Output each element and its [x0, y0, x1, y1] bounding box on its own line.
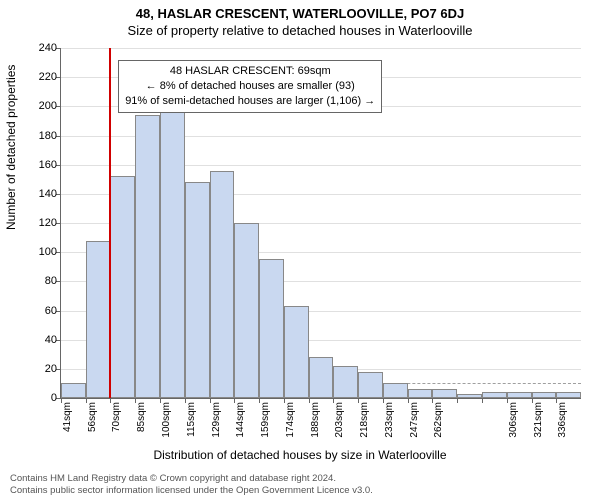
chart-footer: Contains HM Land Registry data © Crown c…: [10, 473, 373, 497]
x-tick-label: 247sqm: [409, 402, 420, 452]
x-tick-label: 203sqm: [334, 402, 345, 452]
x-tick-label: 306sqm: [508, 402, 519, 452]
gridline: [61, 48, 581, 49]
histogram-bar: [110, 176, 135, 398]
y-tick-label: 60: [27, 305, 57, 317]
histogram-bar: [482, 392, 506, 398]
histogram-bar: [507, 392, 532, 398]
histogram-bar: [210, 171, 234, 399]
x-tick-label: 233sqm: [384, 402, 395, 452]
plot-area: 02040608010012014016018020022024041sqm56…: [60, 48, 581, 399]
y-tick-label: 220: [27, 71, 57, 83]
y-tick-label: 180: [27, 130, 57, 142]
y-tick-label: 140: [27, 188, 57, 200]
x-tick-mark: [482, 398, 483, 403]
y-tick-label: 80: [27, 275, 57, 287]
histogram-bar: [333, 366, 357, 398]
x-tick-label: 70sqm: [111, 402, 122, 452]
x-tick-label: 100sqm: [161, 402, 172, 452]
histogram-bar: [408, 389, 432, 398]
histogram-bar: [234, 223, 259, 398]
x-tick-label: 336sqm: [557, 402, 568, 452]
histogram-bar: [432, 389, 457, 398]
chart-container: 48, HASLAR CRESCENT, WATERLOOVILLE, PO7 …: [0, 0, 600, 500]
y-tick-label: 0: [27, 392, 57, 404]
chart-title-main: 48, HASLAR CRESCENT, WATERLOOVILLE, PO7 …: [0, 0, 600, 21]
x-tick-label: 174sqm: [285, 402, 296, 452]
x-tick-label: 218sqm: [359, 402, 370, 452]
x-tick-label: 85sqm: [136, 402, 147, 452]
x-tick-label: 41sqm: [62, 402, 73, 452]
x-tick-label: 115sqm: [186, 402, 197, 452]
reference-line: [109, 48, 111, 398]
histogram-bar: [309, 357, 334, 398]
chart-title-sub: Size of property relative to detached ho…: [0, 21, 600, 38]
y-tick-label: 240: [27, 42, 57, 54]
y-tick-label: 40: [27, 334, 57, 346]
histogram-bar: [358, 372, 383, 398]
histogram-bar: [185, 182, 210, 398]
x-axis-label: Distribution of detached houses by size …: [0, 448, 600, 462]
y-tick-label: 200: [27, 100, 57, 112]
histogram-bar: [383, 383, 408, 398]
footer-line-2: Contains public sector information licen…: [10, 485, 373, 497]
y-tick-label: 20: [27, 363, 57, 375]
x-tick-label: 129sqm: [211, 402, 222, 452]
x-tick-mark: [457, 398, 458, 403]
x-tick-label: 188sqm: [310, 402, 321, 452]
y-tick-label: 100: [27, 246, 57, 258]
annotation-line: 48 HASLAR CRESCENT: 69sqm: [125, 64, 375, 79]
x-tick-label: 262sqm: [433, 402, 444, 452]
x-tick-label: 56sqm: [87, 402, 98, 452]
histogram-bar: [556, 392, 581, 398]
x-tick-label: 321sqm: [533, 402, 544, 452]
x-tick-label: 159sqm: [260, 402, 271, 452]
annotation-box: 48 HASLAR CRESCENT: 69sqm← 8% of detache…: [118, 60, 382, 113]
y-tick-label: 120: [27, 217, 57, 229]
histogram-bar: [160, 112, 185, 398]
histogram-bar: [259, 259, 284, 398]
histogram-bar: [532, 392, 556, 398]
y-axis-label: Number of detached properties: [4, 65, 18, 230]
annotation-line: 91% of semi-detached houses are larger (…: [125, 94, 375, 109]
x-tick-label: 144sqm: [235, 402, 246, 452]
histogram-bar: [86, 241, 110, 399]
histogram-bar: [61, 383, 86, 398]
histogram-bar: [135, 115, 159, 398]
histogram-bar: [284, 306, 308, 398]
y-tick-label: 160: [27, 159, 57, 171]
footer-line-1: Contains HM Land Registry data © Crown c…: [10, 473, 373, 485]
histogram-bar: [457, 394, 482, 398]
annotation-line: ← 8% of detached houses are smaller (93): [125, 79, 375, 94]
